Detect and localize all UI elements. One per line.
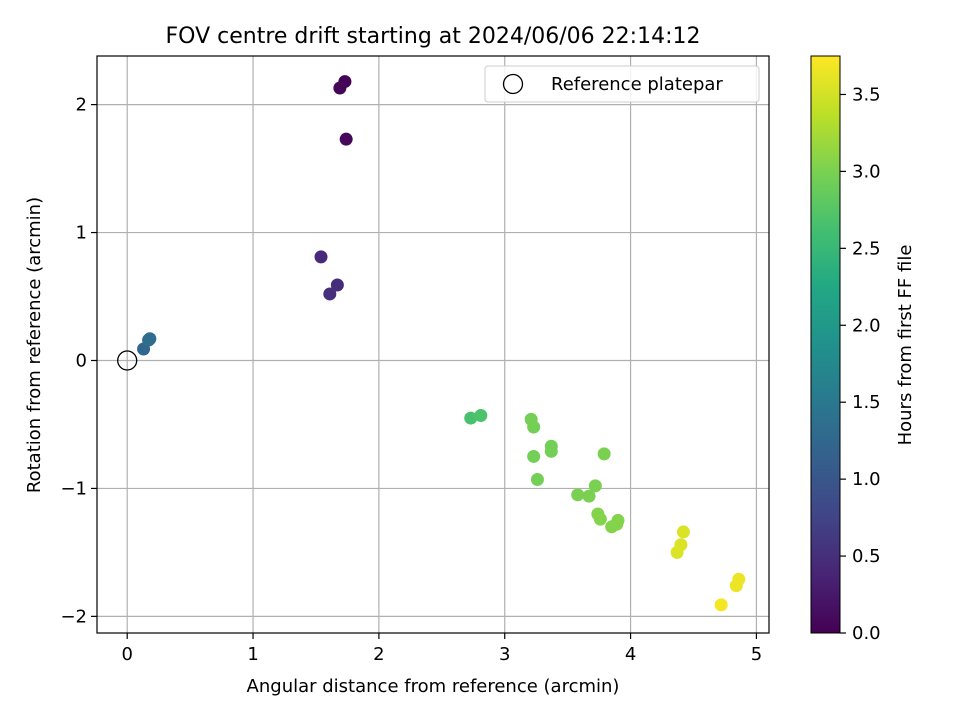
data-point: [464, 411, 478, 425]
y-tick-label: −1: [60, 478, 87, 499]
x-tick-label: 3: [499, 644, 510, 665]
plot-frame: [96, 55, 770, 634]
colorbar-tick-label: 3.5: [852, 84, 881, 105]
data-point: [544, 444, 558, 458]
colorbar: [810, 55, 841, 634]
data-point: [314, 250, 328, 264]
data-point: [527, 449, 541, 463]
reference-marker-group: [117, 350, 138, 371]
colorbar-tick-label: 1.5: [852, 392, 881, 413]
data-point: [330, 278, 344, 292]
data-point: [676, 525, 690, 539]
data-point: [593, 512, 607, 526]
legend-reference-marker: [502, 73, 524, 95]
data-point: [597, 447, 611, 461]
x-tick-label: 2: [373, 644, 384, 665]
data-point: [729, 579, 743, 593]
data-point: [670, 545, 684, 559]
data-point: [582, 489, 596, 503]
plot-area: [97, 56, 769, 633]
data-point: [323, 287, 337, 301]
x-axis-label: Angular distance from reference (arcmin): [247, 676, 620, 697]
colorbar-tick-label: 2.0: [852, 315, 881, 336]
data-point: [474, 409, 488, 423]
colorbar-ticks: 0.0 0.5 1.0 1.5 2.0 2.5 3.0 3.5: [840, 84, 881, 644]
data-point: [527, 420, 541, 434]
y-tick-label: −2: [60, 606, 87, 627]
y-tick-label: 0: [76, 350, 87, 371]
legend-box: [484, 65, 760, 103]
y-tick-label: 1: [76, 223, 87, 244]
data-points: [137, 75, 746, 612]
data-point: [530, 472, 544, 486]
grid-lines: [97, 56, 769, 633]
x-tick-label: 4: [625, 644, 636, 665]
colorbar-label: Hours from first FF file: [895, 245, 916, 446]
x-tick-label: 5: [751, 644, 762, 665]
chart-title: FOV centre drift starting at 2024/06/06 …: [166, 24, 701, 49]
colorbar-tick-label: 2.5: [852, 238, 881, 259]
data-point: [605, 520, 619, 534]
x-tick-label: 0: [121, 644, 132, 665]
colorbar-tick-label: 3.0: [852, 161, 881, 182]
data-point: [333, 81, 347, 95]
y-tick-label: 2: [76, 95, 87, 116]
data-point: [588, 479, 602, 493]
data-point: [143, 332, 157, 346]
data-point: [571, 488, 585, 502]
colorbar-tick-label: 0.0: [852, 623, 881, 644]
y-axis-ticks: −2 −1 0 1 2: [60, 95, 97, 627]
y-axis-label: Rotation from reference (arcmin): [24, 197, 45, 493]
colorbar-tick-label: 0.5: [852, 546, 881, 567]
x-tick-label: 1: [247, 644, 258, 665]
data-point: [714, 598, 728, 612]
data-point: [339, 132, 353, 146]
x-axis-ticks: 0 1 2 3 4 5: [121, 633, 762, 665]
colorbar-tick-label: 1.0: [852, 469, 881, 490]
reference-platepar-marker: [117, 350, 138, 371]
legend: Reference platepar: [484, 65, 760, 103]
legend-entry-reference-platepar: Reference platepar: [551, 74, 723, 95]
